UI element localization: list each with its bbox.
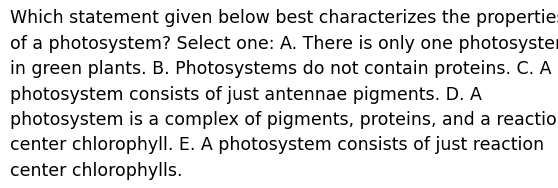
- Text: Which statement given below best characterizes the properties: Which statement given below best charact…: [10, 9, 558, 27]
- Text: photosystem is a complex of pigments, proteins, and a reaction: photosystem is a complex of pigments, pr…: [10, 111, 558, 129]
- Text: center chlorophyll. E. A photosystem consists of just reaction: center chlorophyll. E. A photosystem con…: [10, 136, 544, 154]
- Text: in green plants. B. Photosystems do not contain proteins. C. A: in green plants. B. Photosystems do not …: [10, 60, 551, 78]
- Text: photosystem consists of just antennae pigments. D. A: photosystem consists of just antennae pi…: [10, 86, 482, 104]
- Text: of a photosystem? Select one: A. There is only one photosystem: of a photosystem? Select one: A. There i…: [10, 35, 558, 53]
- Text: center chlorophylls.: center chlorophylls.: [10, 162, 182, 180]
